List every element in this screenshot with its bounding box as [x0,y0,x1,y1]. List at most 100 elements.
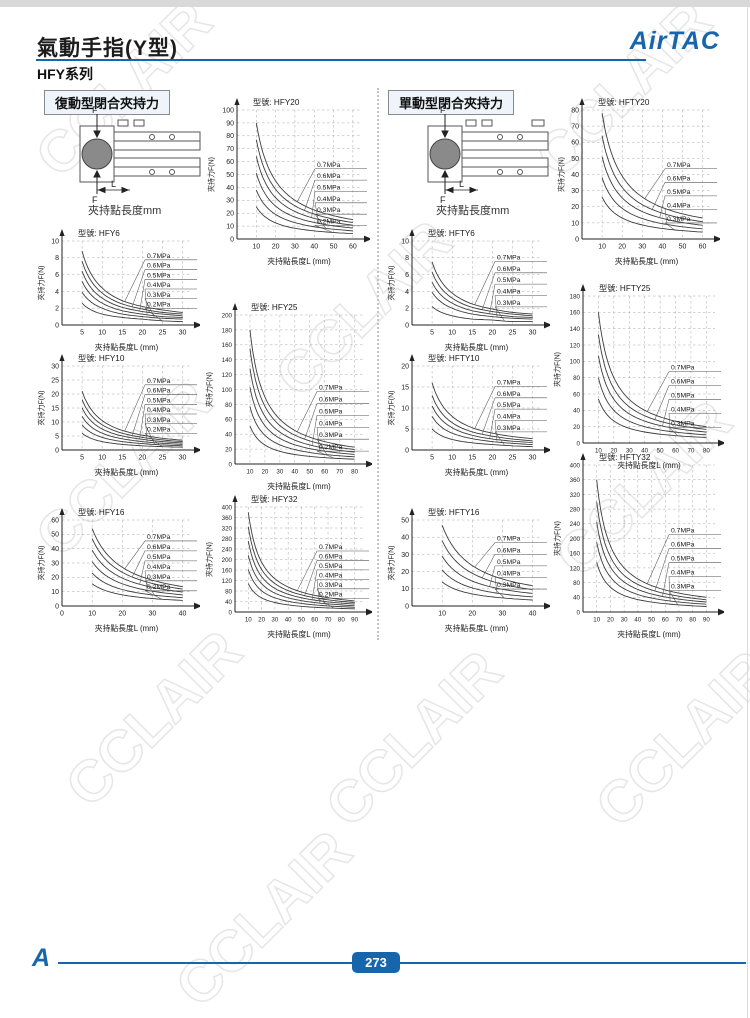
svg-text:40: 40 [658,244,666,251]
svg-text:0.6MPa: 0.6MPa [147,263,171,270]
svg-text:30: 30 [291,244,299,251]
svg-text:0.4MPa: 0.4MPa [147,407,171,414]
svg-text:0.7MPa: 0.7MPa [147,534,171,541]
svg-text:0.3MPa: 0.3MPa [497,300,521,307]
svg-text:90: 90 [703,617,710,624]
svg-text:夾持力F(N): 夾持力F(N) [205,542,214,577]
svg-text:50: 50 [298,617,305,624]
svg-text:30: 30 [179,455,187,462]
svg-text:0.5MPa: 0.5MPa [147,397,171,404]
svg-text:60: 60 [573,391,580,398]
svg-text:15: 15 [468,455,476,462]
length-label: L [459,179,464,189]
svg-text:8: 8 [405,255,409,262]
svg-text:0.7MPa: 0.7MPa [671,528,695,535]
svg-text:40: 40 [571,172,579,179]
svg-text:型號: HFTY25: 型號: HFTY25 [599,283,651,293]
svg-text:200: 200 [222,312,233,319]
svg-text:0.4MPa: 0.4MPa [147,564,171,571]
svg-text:20: 20 [138,455,146,462]
svg-text:夾持點長度L (mm): 夾持點長度L (mm) [95,623,159,633]
svg-text:0.5MPa: 0.5MPa [317,184,341,191]
svg-text:70: 70 [571,124,579,131]
svg-text:0.6MPa: 0.6MPa [497,391,521,398]
svg-text:180: 180 [570,293,581,300]
svg-text:型號: HFY32: 型號: HFY32 [251,494,298,504]
svg-text:0.5MPa: 0.5MPa [147,554,171,561]
svg-text:5: 5 [430,330,434,337]
svg-text:60: 60 [51,517,59,524]
svg-text:5: 5 [55,433,59,440]
svg-text:10: 10 [448,330,456,337]
svg-text:6: 6 [405,272,409,279]
svg-text:100: 100 [222,107,234,114]
svg-text:40: 40 [401,535,409,542]
svg-text:30: 30 [499,611,507,618]
svg-text:20: 20 [618,244,626,251]
svg-text:320: 320 [222,525,233,532]
svg-text:0.3MPa: 0.3MPa [317,207,341,214]
column-divider [377,88,379,640]
svg-text:0: 0 [230,236,234,243]
svg-text:0.4MPa: 0.4MPa [497,570,521,577]
svg-text:30: 30 [271,617,278,624]
svg-text:0.4MPa: 0.4MPa [667,202,691,209]
svg-text:20: 20 [118,611,126,618]
page-title: 氣動手指(Y型) [37,37,178,60]
svg-text:40: 40 [291,469,298,476]
svg-text:型號: HFTY20: 型號: HFTY20 [598,97,650,107]
svg-text:10: 10 [593,617,600,624]
svg-text:0.3MPa: 0.3MPa [319,582,343,589]
svg-text:50: 50 [330,244,338,251]
svg-text:15: 15 [401,384,409,391]
svg-text:0.2MPa: 0.2MPa [147,427,171,434]
svg-text:夾持力F(N): 夾持力F(N) [205,372,214,407]
page-right-edge [747,7,748,1018]
svg-text:0.7MPa: 0.7MPa [319,544,343,551]
footer-rule [58,962,746,964]
svg-text:0.6MPa: 0.6MPa [319,396,343,403]
svg-text:30: 30 [401,552,409,559]
watermark-text: CCLAIR [163,818,364,1018]
svg-text:0.4MPa: 0.4MPa [671,406,695,413]
svg-text:0.7MPa: 0.7MPa [667,162,691,169]
svg-text:80: 80 [338,617,345,624]
svg-text:20: 20 [468,611,476,618]
svg-text:0.6MPa: 0.6MPa [497,547,521,554]
footer-airtac-mark: A [32,944,51,972]
svg-text:10: 10 [598,244,606,251]
svg-text:160: 160 [222,567,233,574]
svg-text:0.6MPa: 0.6MPa [671,542,695,549]
svg-text:0.5MPa: 0.5MPa [671,556,695,563]
svg-text:30: 30 [529,330,537,337]
svg-text:0: 0 [405,603,409,610]
svg-text:0.5MPa: 0.5MPa [497,402,521,409]
svg-text:0.3MPa: 0.3MPa [147,574,171,581]
svg-text:型號: HFY16: 型號: HFY16 [78,507,125,517]
chart-hfty25: 0 20 40 60 80 100 120 140 160 180 10 20 30 40 50 60 70 80… [552,281,726,471]
svg-text:夾持點長度L (mm): 夾持點長度L (mm) [95,467,159,477]
svg-text:夾持力F(N): 夾持力F(N) [37,546,46,581]
svg-text:80: 80 [226,133,234,140]
svg-text:0: 0 [229,609,233,616]
svg-text:50: 50 [51,532,59,539]
svg-text:型號: HFY10: 型號: HFY10 [78,353,125,363]
svg-text:60: 60 [311,617,318,624]
svg-text:夾持力F(N): 夾持力F(N) [207,157,216,192]
chart-hfy10: 0 5 10 15 20 25 30 5 10 15 20 25 30 0.7MPa 0.6MPa 0.5MP… [36,351,202,478]
svg-text:夾持點長度L (mm): 夾持點長度L (mm) [445,467,509,477]
svg-text:夾持力F(N): 夾持力F(N) [37,391,46,426]
page-top-strip [0,0,750,7]
svg-text:夾持點長度L (mm): 夾持點長度L (mm) [445,623,509,633]
svg-text:360: 360 [222,515,233,522]
svg-text:0.6MPa: 0.6MPa [667,175,691,182]
watermark-text: CCLAIR [313,638,514,839]
svg-text:40: 40 [641,448,648,455]
force-label: F [92,106,98,115]
svg-text:70: 70 [687,448,694,455]
svg-text:80: 80 [703,448,710,455]
force-label: F [440,106,446,115]
chart-hfy32: 0 40 80 120 160 200 240 280 320 360 400 10 20 30 40 50 6… [204,492,374,640]
svg-text:8: 8 [55,255,59,262]
svg-text:0: 0 [55,447,59,454]
